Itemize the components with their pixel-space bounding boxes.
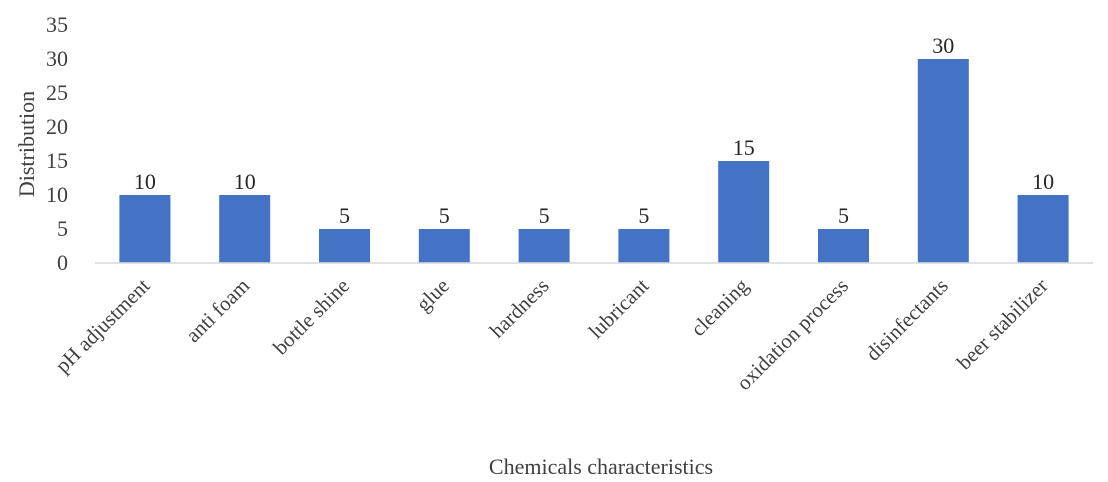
data-label: 10 <box>134 169 156 194</box>
y-tick-label: 5 <box>57 216 68 241</box>
category-label: lubricant <box>584 273 654 343</box>
bar <box>618 229 670 263</box>
category-label: disinfectants <box>861 274 953 366</box>
data-label: 5 <box>439 203 450 228</box>
category-label: cleaning <box>686 273 754 341</box>
data-label: 5 <box>339 203 350 228</box>
y-axis-title: Distribution <box>14 91 39 197</box>
data-label: 30 <box>932 33 954 58</box>
bar <box>917 59 969 263</box>
bar <box>1017 195 1069 263</box>
data-label: 15 <box>733 135 755 160</box>
x-axis-category-labels: pH adjustment anti foam bottle shine glue ha… <box>50 273 1052 395</box>
data-label: 10 <box>1032 169 1054 194</box>
bar <box>418 229 470 263</box>
bar <box>219 195 271 263</box>
y-axis-tick-labels: 0 5 10 15 20 25 30 35 <box>46 12 68 275</box>
bar <box>518 229 570 263</box>
y-tick-label: 10 <box>46 182 68 207</box>
category-label: hardness <box>485 274 554 343</box>
data-label: 5 <box>539 203 550 228</box>
bar <box>718 161 770 263</box>
x-axis-title: Chemicals characteristics <box>489 454 713 479</box>
data-labels: 10 10 5 5 5 5 15 5 30 10 <box>134 33 1054 228</box>
y-tick-label: 15 <box>46 148 68 173</box>
data-label: 5 <box>838 203 849 228</box>
y-tick-label: 25 <box>46 80 68 105</box>
category-label: pH adjustment <box>50 273 154 377</box>
data-label: 5 <box>638 203 649 228</box>
y-tick-label: 30 <box>46 46 68 71</box>
y-tick-label: 0 <box>57 250 68 275</box>
category-label: beer stabilizer <box>952 274 1053 375</box>
y-tick-label: 20 <box>46 114 68 139</box>
category-label: bottle shine <box>268 274 354 360</box>
y-tick-label: 35 <box>46 12 68 37</box>
bar <box>119 195 171 263</box>
bar <box>818 229 869 263</box>
data-label: 10 <box>234 169 256 194</box>
category-label: anti foam <box>181 274 254 347</box>
bars <box>119 59 1069 263</box>
bar <box>319 229 370 263</box>
category-label: glue <box>411 274 454 317</box>
